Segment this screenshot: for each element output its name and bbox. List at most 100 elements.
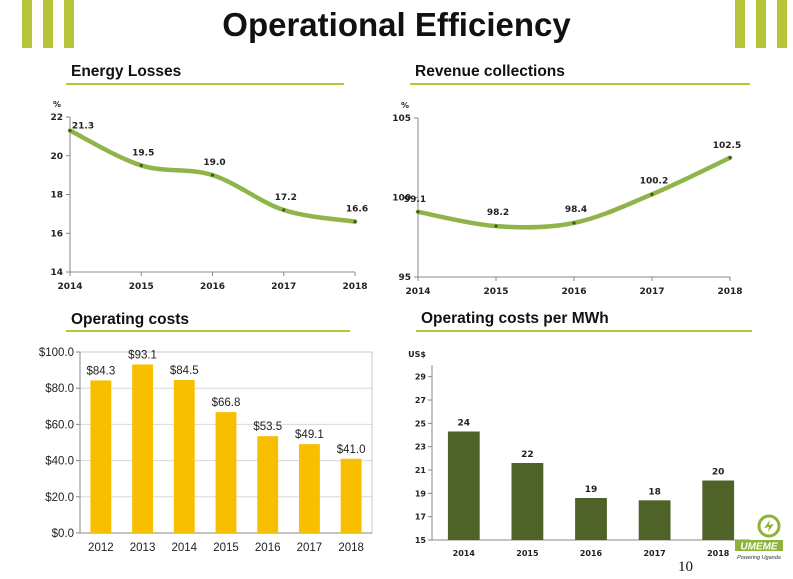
x-tick-label: 2013 xyxy=(130,542,156,554)
data-point xyxy=(68,128,72,133)
x-tick-label: 2018 xyxy=(707,549,730,558)
umeme-logo: UMEME Powering Uganda xyxy=(735,514,783,561)
data-label: 98.4 xyxy=(565,205,587,215)
panel-underline xyxy=(410,83,750,85)
y-tick-label: 17 xyxy=(415,513,426,522)
x-tick-label: 2017 xyxy=(639,287,664,297)
y-axis-label: US$ xyxy=(408,350,426,359)
x-tick-label: 2015 xyxy=(213,542,239,554)
data-label: 99.1 xyxy=(404,195,426,205)
data-label: 100.2 xyxy=(640,176,668,186)
y-tick-label: 95 xyxy=(398,273,411,283)
page-number: 10 xyxy=(678,559,693,575)
svg-text:Powering Uganda: Powering Uganda xyxy=(737,555,781,561)
bar xyxy=(132,364,153,533)
slide-title: Operational Efficiency xyxy=(222,6,571,43)
y-tick-label: 20 xyxy=(50,152,63,162)
x-tick-label: 2012 xyxy=(88,542,114,554)
data-label: 98.2 xyxy=(487,208,509,218)
data-point xyxy=(282,208,286,212)
data-point xyxy=(139,163,143,168)
operating-costs-title: Operating costs xyxy=(71,311,189,328)
x-tick-label: 2017 xyxy=(297,542,323,554)
y-tick-label: $40.0 xyxy=(45,456,74,468)
y-tick-label: 23 xyxy=(415,443,426,452)
y-tick-label: 100 xyxy=(392,194,411,204)
x-tick-label: 2016 xyxy=(255,542,281,554)
data-label: 19.0 xyxy=(203,158,225,168)
data-label: $84.3 xyxy=(86,365,115,377)
x-tick-label: 2018 xyxy=(338,542,364,554)
data-label: 21.3 xyxy=(72,122,94,132)
x-tick-label: 2014 xyxy=(453,549,476,558)
y-tick-label: 29 xyxy=(415,373,427,382)
y-tick-label: $60.0 xyxy=(45,419,74,431)
y-tick-label: 22 xyxy=(50,113,63,123)
y-tick-label: $100.0 xyxy=(39,347,74,359)
y-tick-label: $20.0 xyxy=(45,492,74,504)
bar xyxy=(299,444,320,533)
x-tick-label: 2015 xyxy=(483,287,508,297)
x-tick-label: 2016 xyxy=(200,282,225,292)
data-label: 19 xyxy=(585,485,598,495)
x-tick-label: 2014 xyxy=(171,542,197,554)
bar xyxy=(173,380,195,533)
y-tick-label: 14 xyxy=(50,268,63,278)
data-point xyxy=(416,210,420,214)
data-label: 102.5 xyxy=(713,141,741,151)
data-point xyxy=(353,220,357,224)
x-tick-label: 2015 xyxy=(516,549,539,558)
bar xyxy=(638,500,671,540)
x-tick-label: 2014 xyxy=(57,282,82,292)
header-stripe xyxy=(43,0,53,48)
data-label: $53.5 xyxy=(253,421,282,433)
y-tick-label: $0.0 xyxy=(52,528,74,540)
x-tick-label: 2018 xyxy=(342,282,367,292)
operating-costs-per-mwh-title: Operating costs per MWh xyxy=(421,310,609,327)
y-axis-label: % xyxy=(401,101,409,110)
data-label: $84.5 xyxy=(170,365,199,377)
data-label: 19.5 xyxy=(132,148,154,158)
data-label: 16.6 xyxy=(346,205,368,215)
bar xyxy=(511,463,544,540)
data-label: 24 xyxy=(458,419,471,429)
y-tick-label: 25 xyxy=(415,419,427,428)
data-label: 17.2 xyxy=(275,193,297,203)
data-label: $41.0 xyxy=(337,444,366,456)
bar xyxy=(257,436,279,533)
panel-underline xyxy=(66,330,350,332)
panel-underline xyxy=(66,83,344,85)
x-tick-label: 2016 xyxy=(561,287,586,297)
bar xyxy=(340,458,362,533)
y-tick-label: 15 xyxy=(415,536,427,545)
header-stripe xyxy=(22,0,32,48)
panel-underline xyxy=(416,330,752,332)
y-tick-label: 105 xyxy=(392,114,411,124)
y-tick-label: 16 xyxy=(50,229,63,239)
y-tick-label: 21 xyxy=(415,466,427,475)
bar xyxy=(447,431,480,540)
x-tick-label: 2016 xyxy=(580,549,603,558)
data-point xyxy=(650,192,654,196)
y-tick-label: $80.0 xyxy=(45,383,74,395)
x-tick-label: 2017 xyxy=(643,549,665,558)
header-stripe xyxy=(756,0,766,48)
x-tick-label: 2018 xyxy=(717,287,742,297)
x-tick-label: 2014 xyxy=(405,287,430,297)
y-tick-label: 27 xyxy=(415,396,426,405)
y-tick-label: 18 xyxy=(50,191,63,201)
data-label: 18 xyxy=(648,487,661,497)
data-label: $49.1 xyxy=(295,429,324,441)
bar xyxy=(90,380,112,533)
data-label: $93.1 xyxy=(128,349,157,361)
data-point xyxy=(210,173,215,177)
bar xyxy=(702,480,735,540)
header-stripe xyxy=(777,0,787,48)
data-point xyxy=(572,221,576,225)
revenue-collections-title: Revenue collections xyxy=(415,63,565,80)
energy-losses-title: Energy Losses xyxy=(71,63,182,80)
header-stripe xyxy=(64,0,74,48)
